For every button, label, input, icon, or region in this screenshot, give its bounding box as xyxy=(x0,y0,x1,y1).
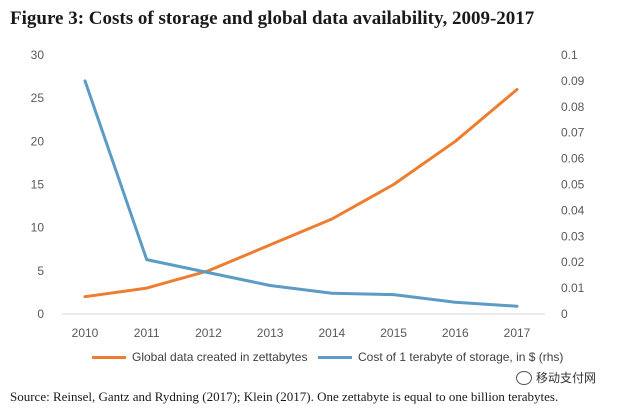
series-1-point xyxy=(268,243,272,247)
y-right-tick-label: 0.05 xyxy=(561,178,585,192)
y-right-tick-label: 0.07 xyxy=(561,126,585,140)
chart-title: Figure 3: Costs of storage and global da… xyxy=(10,8,535,29)
y-left-tick-label: 0 xyxy=(37,307,44,321)
x-tick-label: 2011 xyxy=(134,326,160,340)
y-left-tick-label: 10 xyxy=(31,221,45,235)
chart-series xyxy=(83,79,519,308)
y-left-tick-label: 30 xyxy=(31,48,45,62)
y-right-tick-label: 0.02 xyxy=(561,255,585,269)
x-tick-label: 2014 xyxy=(319,326,346,340)
y-left-tick-label: 25 xyxy=(31,91,45,105)
y-right-tick-label: 0.03 xyxy=(561,229,585,243)
series-1-point xyxy=(145,286,148,290)
y-left-tick-label: 5 xyxy=(37,264,44,278)
y-left-tick-label: 20 xyxy=(31,134,45,148)
y-right-tick-label: 0.09 xyxy=(561,74,585,88)
legend-swatch-series-1 xyxy=(92,355,126,359)
series-1-point xyxy=(392,183,395,186)
chart-legend: Global data created in zettabytes Cost o… xyxy=(0,350,638,370)
y-right-tick-label: 0.04 xyxy=(561,203,585,217)
series-line-2 xyxy=(83,79,519,308)
series-1-point xyxy=(330,217,334,221)
wechat-icon xyxy=(516,370,532,385)
legend-swatch-series-2 xyxy=(318,355,352,359)
legend-item-series-2: Cost of 1 terabyte of storage, in $ (rhs… xyxy=(318,350,563,364)
series-2-point xyxy=(515,305,519,308)
x-axis-ticks: 2010 2011 2012 2013 2014 2015 2016 2017 xyxy=(72,326,531,340)
y-right-tick-label: 0.1 xyxy=(561,48,578,62)
series-2-point xyxy=(145,258,148,261)
series-1-point xyxy=(83,295,87,298)
x-tick-label: 2013 xyxy=(257,326,284,340)
y-right-tick-label: 0.01 xyxy=(561,281,585,295)
series-1-point xyxy=(515,88,519,91)
watermark-text: 移动支付网 xyxy=(536,371,597,385)
series-2-point xyxy=(268,284,272,287)
series-2-point xyxy=(454,301,457,304)
series-2-point xyxy=(83,79,87,83)
y-right-tick-label: 0.08 xyxy=(561,100,585,114)
chart-source-note: Source: Reinsel, Gantz and Rydning (2017… xyxy=(10,389,559,404)
y-left-axis-ticks: 0 5 10 15 20 25 30 xyxy=(31,48,45,321)
line-chart: 2010 2011 2012 2013 2014 2015 2016 2017 0 5 10 15 2… xyxy=(31,48,585,340)
y-right-axis-ticks: 0 0.01 0.02 0.03 0.04 0.05 0.06 0.07 0.08 0.09 0.1 xyxy=(561,48,585,321)
legend-item-series-1: Global data created in zettabytes xyxy=(92,350,307,364)
y-left-tick-label: 15 xyxy=(31,178,45,192)
x-tick-label: 2015 xyxy=(380,326,407,340)
legend-label-series-1: Global data created in zettabytes xyxy=(132,350,308,364)
series-1-point xyxy=(454,140,457,143)
series-2-point xyxy=(392,293,395,296)
y-right-tick-label: 0.06 xyxy=(561,152,585,166)
series-line-1 xyxy=(83,88,519,299)
series-2-point xyxy=(330,292,334,295)
y-right-tick-label: 0 xyxy=(561,307,568,321)
watermark: 移动支付网 xyxy=(512,369,601,386)
legend-label-series-2: Cost of 1 terabyte of storage, in $ (rhs… xyxy=(358,350,564,364)
x-tick-label: 2012 xyxy=(195,326,222,340)
x-tick-label: 2016 xyxy=(442,326,469,340)
x-tick-label: 2010 xyxy=(72,326,99,340)
series-2-point xyxy=(207,271,210,274)
x-tick-label: 2017 xyxy=(504,326,531,340)
